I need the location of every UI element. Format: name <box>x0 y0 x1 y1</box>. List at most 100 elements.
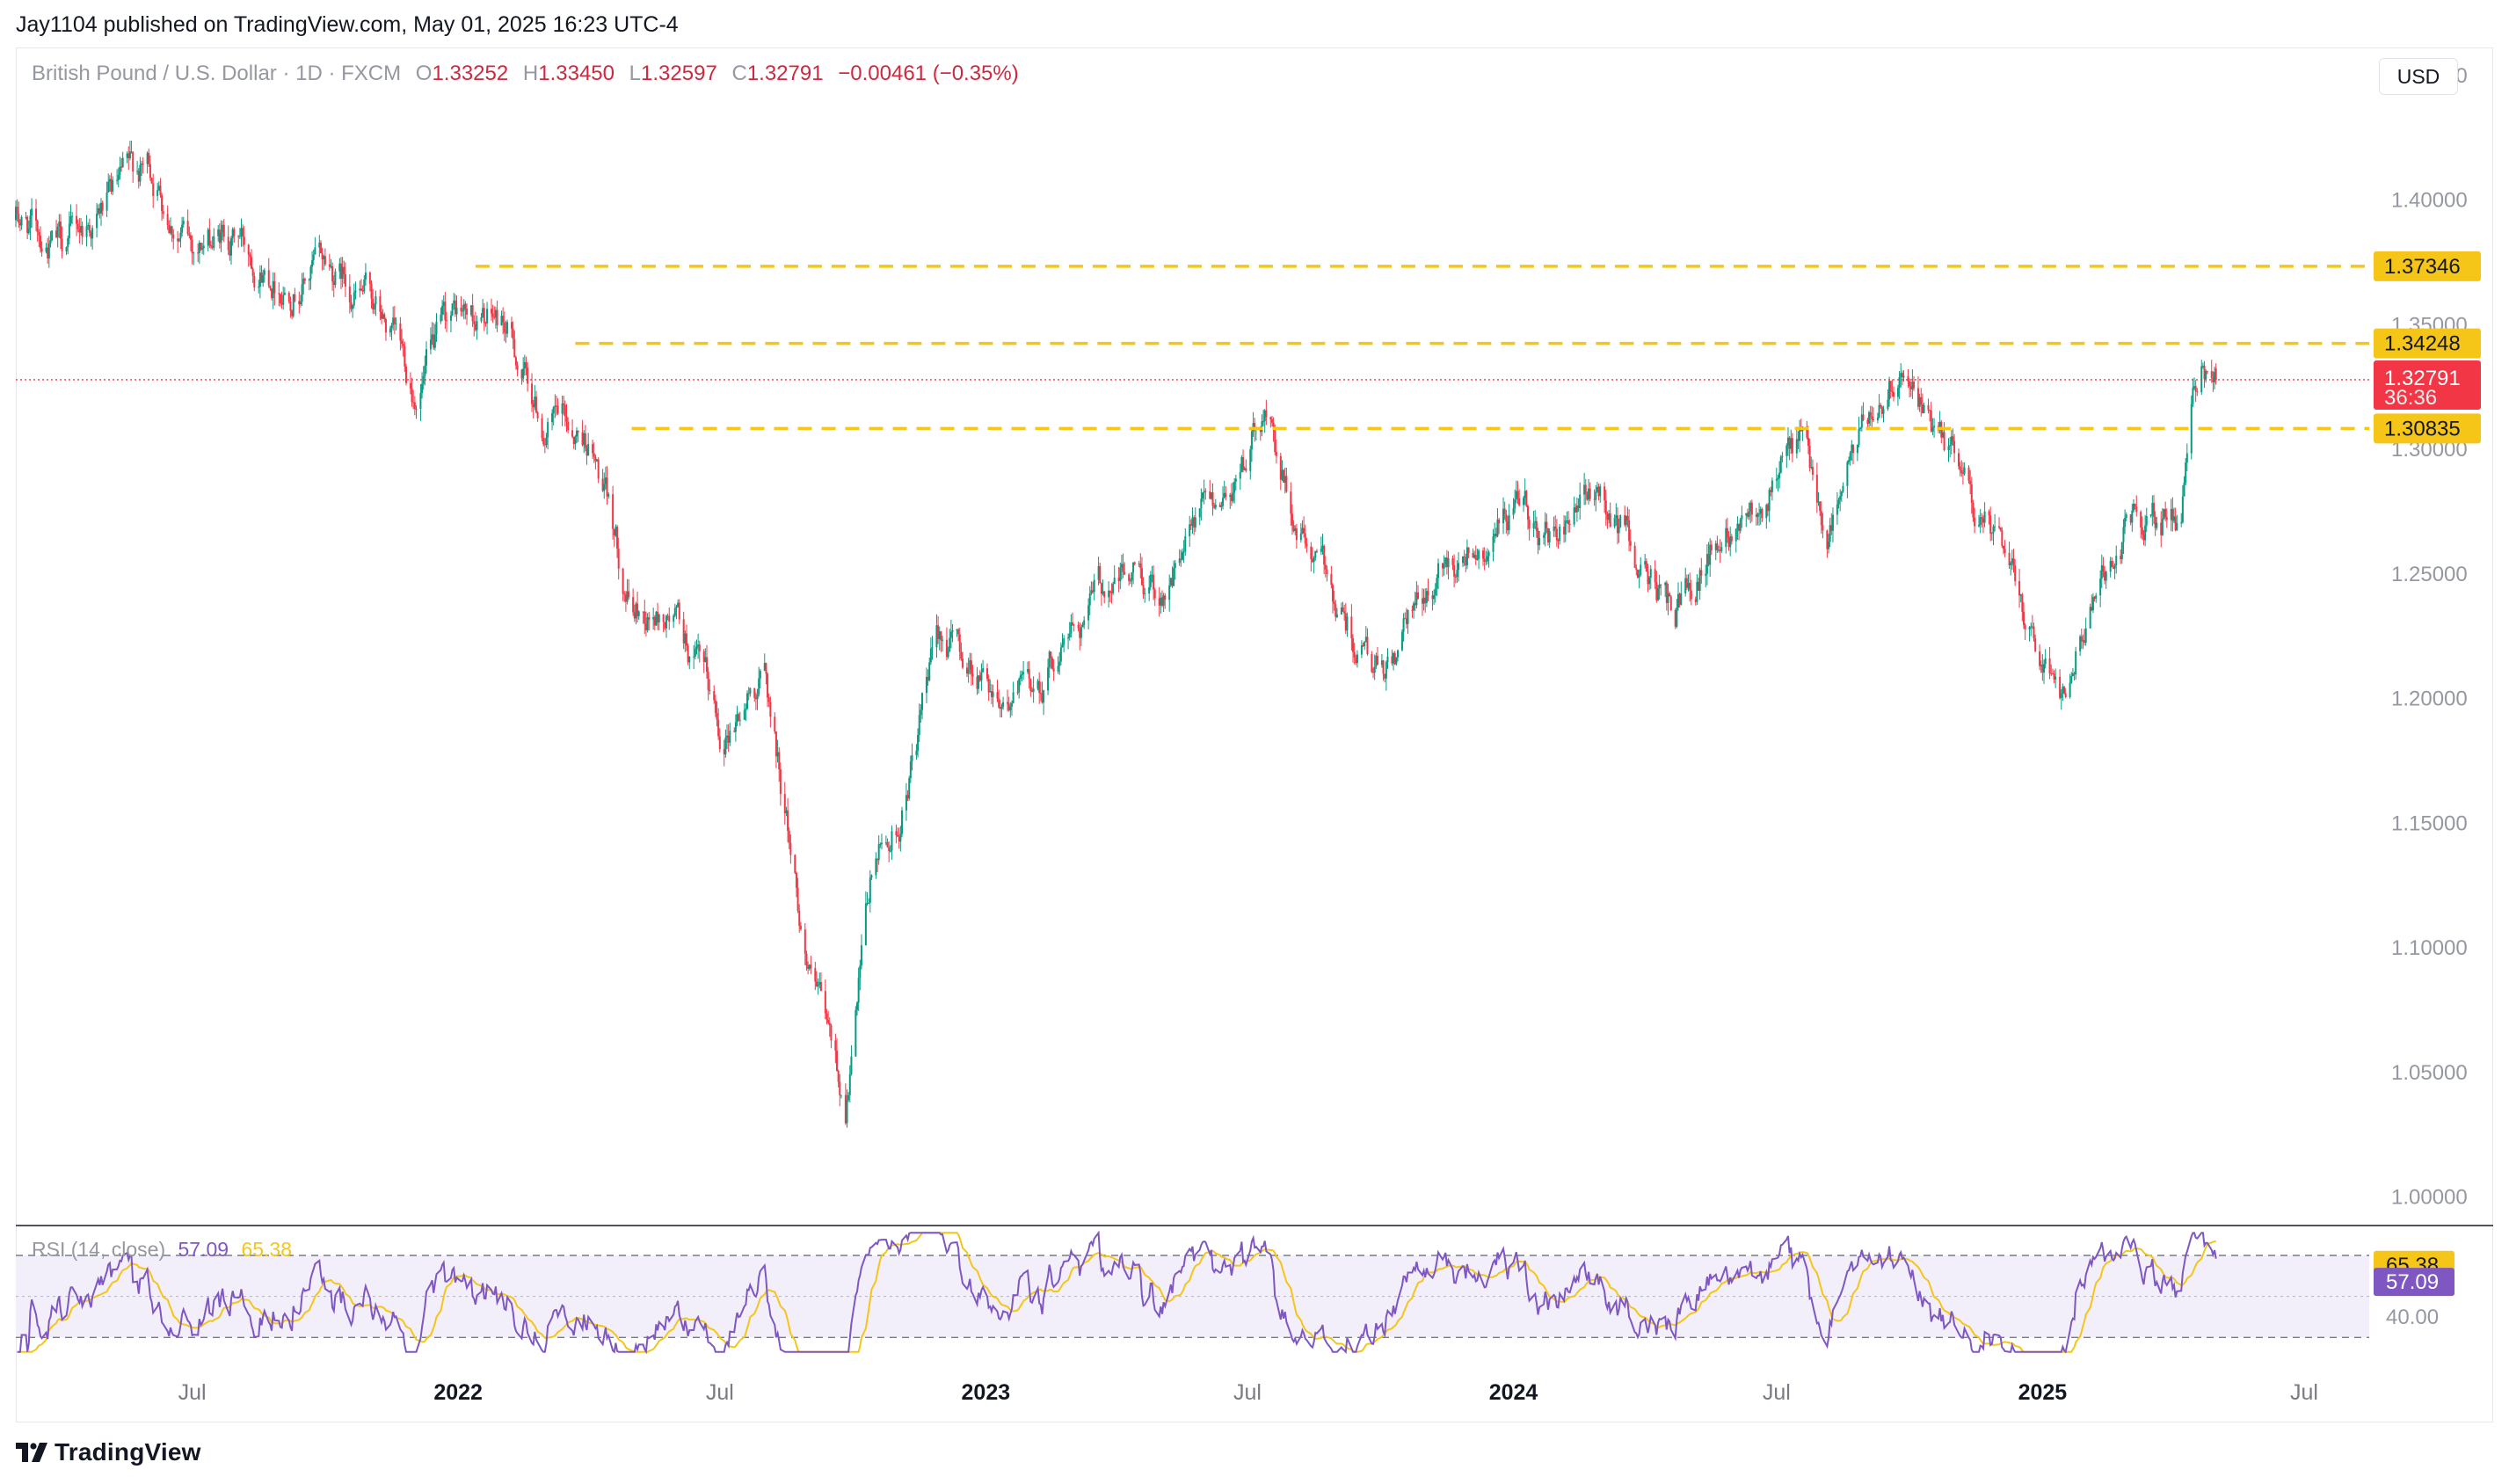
candle-body <box>454 300 456 315</box>
candle-body <box>839 1081 841 1095</box>
candle-body <box>181 224 184 233</box>
candle-body <box>624 594 627 602</box>
candle-body <box>47 243 50 258</box>
candle-body <box>453 300 455 304</box>
candle-body <box>788 831 790 843</box>
publish-info: Jay1104 published on TradingView.com, Ma… <box>16 12 679 37</box>
candle-body <box>1586 493 1589 500</box>
candle-body <box>1028 669 1030 680</box>
candle-body <box>1070 622 1073 634</box>
candle-body <box>38 232 40 236</box>
candle-body <box>1099 565 1102 584</box>
candle-body <box>2192 388 2194 404</box>
candle-body <box>409 382 411 389</box>
candle-body <box>1414 603 1416 606</box>
candle-body <box>289 302 292 311</box>
candle-body <box>810 964 812 969</box>
candle-body <box>978 675 981 681</box>
candle-body <box>2001 530 2004 546</box>
candle-body <box>1285 476 1288 492</box>
candle-body <box>1346 616 1349 631</box>
candle-body <box>1239 471 1241 479</box>
candle-body <box>505 332 507 334</box>
candle-body <box>584 433 586 448</box>
candle-body <box>1795 439 1798 454</box>
candle-body <box>1799 428 1801 441</box>
candle-body <box>1534 520 1537 523</box>
candle-body <box>1608 513 1611 520</box>
candle-body <box>1164 595 1167 600</box>
candle-body <box>1738 523 1741 531</box>
candle-body <box>1109 590 1111 593</box>
candle-body <box>101 202 104 211</box>
candle-body <box>65 247 68 251</box>
candle-body <box>334 271 337 286</box>
candle-body <box>1292 525 1295 532</box>
candle-body <box>960 651 963 659</box>
candle-body <box>2149 514 2152 517</box>
candle-body <box>1494 533 1496 536</box>
candle-body <box>1559 526 1561 542</box>
tradingview-logo[interactable]: TradingView <box>16 1438 201 1466</box>
candle-body <box>1036 680 1039 689</box>
candle-body <box>875 858 877 876</box>
currency-button[interactable]: USD <box>2379 58 2458 95</box>
candle-body <box>687 645 689 663</box>
candle-body <box>494 309 497 318</box>
candle-body <box>35 208 38 221</box>
candle-body <box>1160 597 1163 606</box>
candle-body <box>1537 530 1539 546</box>
candle-body <box>258 272 261 287</box>
candle-body <box>1950 436 1953 446</box>
candle-body <box>1741 515 1743 520</box>
candle-body <box>169 226 171 234</box>
candle-body <box>2122 527 2125 542</box>
candle-body <box>511 322 513 329</box>
candle-body <box>1654 569 1656 583</box>
candle-body <box>1999 527 2002 531</box>
candle-body <box>576 430 578 437</box>
candle-body <box>2173 516 2176 521</box>
candle-body <box>98 207 101 214</box>
candle-body <box>404 366 407 383</box>
change-value: −0.00461 (−0.35%) <box>838 62 1019 85</box>
candle-body <box>1981 517 1983 519</box>
candle-body <box>213 236 215 248</box>
candle-body <box>787 810 789 832</box>
candle-body <box>1858 429 1860 445</box>
candle-body <box>545 437 548 446</box>
candle-body <box>1727 537 1730 548</box>
candle-body <box>168 224 171 234</box>
candle-body <box>2071 673 2074 676</box>
candle-body <box>789 842 792 855</box>
candle-body <box>2163 508 2165 519</box>
candle-body <box>565 416 568 422</box>
candle-body <box>455 307 458 315</box>
candle-body <box>1553 526 1555 532</box>
candle-body <box>2034 638 2037 651</box>
candle-body <box>1830 525 1833 531</box>
candle-body <box>1516 491 1519 498</box>
candle-body <box>513 338 516 358</box>
candle-body <box>1755 514 1757 517</box>
candle-body <box>116 179 119 181</box>
candle-body <box>1437 563 1440 578</box>
candle-body <box>1191 517 1194 527</box>
candle-body <box>1749 502 1752 512</box>
candle-body <box>880 842 883 844</box>
candle-body <box>705 657 708 673</box>
candle-body <box>2203 366 2206 380</box>
candle-body <box>373 303 375 310</box>
candle-body <box>2043 664 2046 673</box>
candle-body <box>401 340 404 344</box>
candle-body <box>2040 665 2042 666</box>
candle-body <box>1444 557 1447 564</box>
candle-body <box>1696 581 1698 602</box>
candle-body <box>425 349 427 366</box>
candle-body <box>1330 573 1333 586</box>
candle-body <box>516 365 519 370</box>
candle-body <box>51 230 54 241</box>
candle-body <box>1786 437 1789 446</box>
candle-body <box>796 887 799 911</box>
